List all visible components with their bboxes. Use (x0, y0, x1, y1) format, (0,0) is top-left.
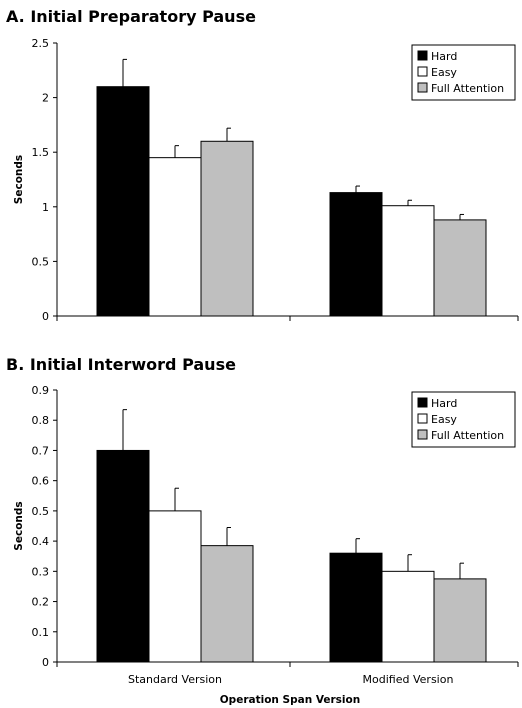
y-tick-label: 0.3 (32, 565, 50, 578)
y-tick-label: 0.7 (32, 444, 50, 457)
y-tick-label: 0.5 (32, 255, 50, 268)
legend-swatch-hard (417, 397, 428, 408)
bar-easy (381, 205, 435, 317)
x-category-label: Standard Version (128, 673, 222, 686)
panel-a: A. Initial Preparatory Pause Seconds 0 0.5 1… (6, 7, 519, 323)
panel-b: B. Initial Interword Pause Seconds 0 0.1 0.2… (6, 355, 519, 706)
legend-label: Easy (431, 413, 457, 426)
bar-full-attention (200, 140, 254, 317)
bar-easy (148, 510, 202, 663)
y-tick-label: 0.4 (32, 535, 50, 548)
legend-label: Easy (431, 66, 457, 79)
legend: Hard Easy Full Attention (411, 44, 516, 101)
y-axis-label: Seconds (13, 501, 25, 550)
bar-hard (329, 552, 383, 663)
legend: Hard Easy Full Attention (411, 391, 516, 448)
bar-full-attention (433, 219, 487, 317)
legend-box (411, 44, 516, 101)
y-tick-label: 1.5 (32, 146, 50, 159)
bar-hard (329, 192, 383, 317)
bar-full-attention (200, 545, 254, 663)
legend-label: Hard (431, 50, 457, 63)
legend-swatch-easy (417, 413, 428, 424)
bar-easy (381, 570, 435, 663)
x-category-label: Modified Version (363, 673, 454, 686)
y-tick-label: 0.1 (32, 626, 50, 639)
x-axis-label: Operation Span Version (220, 694, 360, 706)
legend-label: Full Attention (431, 82, 504, 95)
legend-swatch-easy (417, 66, 428, 77)
bar-hard (96, 449, 150, 663)
y-tick-label: 0.6 (32, 475, 50, 488)
y-tick-label: 0.2 (32, 596, 50, 609)
y-tick-label: 0 (42, 310, 49, 323)
y-tick-label: 1 (42, 201, 49, 214)
chart-title: B. Initial Interword Pause (6, 355, 236, 374)
y-tick-label: 2.5 (32, 37, 50, 50)
legend-label: Hard (431, 397, 457, 410)
y-tick-label: 0.9 (32, 384, 50, 397)
chart-title: A. Initial Preparatory Pause (6, 7, 256, 26)
y-tick-label: 2 (42, 92, 49, 105)
legend-label: Full Attention (431, 429, 504, 442)
legend-swatch-hard (417, 50, 428, 61)
y-tick-label: 0 (42, 656, 49, 669)
y-axis-label: Seconds (13, 155, 25, 204)
legend-swatch-full-attention (417, 82, 428, 93)
bar-full-attention (433, 578, 487, 663)
bar-easy (148, 157, 202, 317)
bar-hard (96, 86, 150, 317)
y-tick-label: 0.5 (32, 505, 50, 518)
y-tick-label: 0.8 (32, 414, 50, 427)
legend-box (411, 391, 516, 448)
legend-swatch-full-attention (417, 429, 428, 440)
